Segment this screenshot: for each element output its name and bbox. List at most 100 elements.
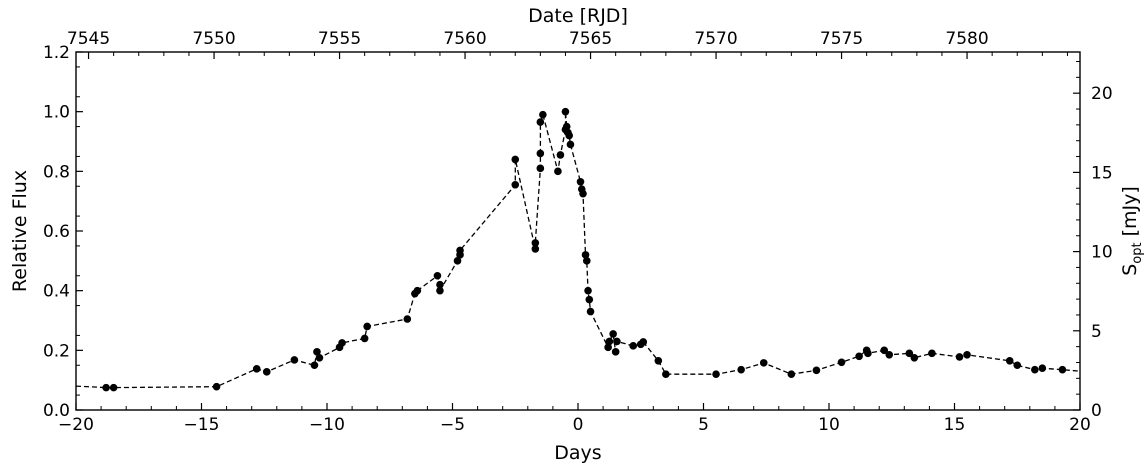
data-point — [556, 151, 565, 159]
right-y-tick-label: 5 — [1091, 322, 1102, 342]
data-point — [363, 322, 371, 331]
data-point — [576, 177, 585, 186]
right-y-axis-label-unit: [mJy] — [1119, 186, 1141, 242]
data-point — [613, 337, 621, 346]
x-tick-label: 15 — [944, 415, 966, 435]
x-axis-label: Days — [554, 442, 601, 464]
data-point — [910, 353, 919, 362]
x-tick-label: 10 — [818, 415, 840, 435]
data-point — [1058, 365, 1067, 374]
right-y-axis-label-main: S — [1119, 264, 1141, 276]
top-x-axis-label: Date [RJD] — [528, 5, 628, 27]
data-point — [605, 337, 614, 346]
data-point — [662, 370, 670, 379]
data-point — [582, 257, 591, 265]
data-layer — [75, 107, 1081, 392]
data-point — [812, 366, 821, 375]
data-point — [1031, 365, 1039, 374]
data-point — [453, 257, 462, 265]
data-point — [566, 140, 575, 149]
top-x-tick-label: 7580 — [945, 29, 988, 49]
data-point — [584, 286, 592, 295]
y-axis-label: Relative Flux — [9, 170, 31, 292]
data-point — [565, 131, 574, 140]
data-point — [413, 286, 422, 295]
x-tick-label: −15 — [184, 415, 220, 435]
data-point — [905, 349, 914, 358]
data-point — [315, 353, 324, 362]
data-point — [310, 361, 319, 370]
right-y-axis-label: Sopt [mJy] — [1119, 186, 1145, 276]
data-point — [536, 118, 545, 126]
y-tick-label: 0.6 — [43, 222, 70, 242]
data-point — [1013, 361, 1022, 370]
y-tick-label: 0.0 — [43, 401, 70, 421]
data-point — [539, 110, 547, 119]
y-tick-label: 0.2 — [43, 341, 70, 361]
x-tick-label: −20 — [58, 415, 94, 435]
y-tick-label: 1.2 — [43, 43, 70, 63]
data-point — [864, 349, 872, 358]
data-point — [880, 346, 889, 355]
right-y-axis-label-sub: opt — [1130, 242, 1145, 263]
right-y-tick-label: 10 — [1091, 243, 1113, 263]
data-point — [511, 155, 520, 164]
x-tick-label: 0 — [573, 415, 584, 435]
data-point — [963, 351, 971, 359]
top-x-tick-label: 7555 — [318, 29, 361, 49]
data-point — [759, 359, 768, 367]
data-point — [787, 370, 796, 379]
data-point — [585, 295, 594, 304]
data-point — [536, 164, 545, 173]
y-tick-label: 0.8 — [43, 162, 70, 182]
right-y-tick-label: 15 — [1091, 163, 1113, 183]
data-point — [885, 351, 894, 359]
data-point — [928, 349, 936, 358]
data-point — [436, 286, 444, 295]
data-point — [562, 122, 571, 131]
data-point — [531, 239, 540, 247]
data-point — [604, 343, 612, 352]
data-point — [1005, 356, 1014, 365]
plot-frame — [75, 51, 1081, 411]
data-point — [837, 358, 846, 367]
axes-layer: −20 −15 −10 −5 0 5 10 15 20 7545 7550 7555 7560 7565 7… — [43, 29, 1113, 435]
data-point — [609, 330, 617, 338]
data-point — [1038, 364, 1047, 373]
data-point — [262, 368, 271, 376]
data-point — [579, 189, 587, 198]
x-tick-label: −10 — [309, 415, 345, 435]
right-y-tick-label: 0 — [1091, 401, 1102, 421]
data-point — [611, 348, 620, 356]
right-y-tick-label: 20 — [1091, 84, 1113, 104]
data-point — [639, 338, 648, 346]
flux-dashed-line — [75, 111, 1081, 389]
data-point — [531, 245, 540, 253]
data-point — [102, 383, 110, 392]
data-point — [586, 307, 595, 316]
data-point — [360, 334, 369, 343]
data-point — [433, 271, 442, 280]
data-point — [456, 246, 464, 255]
data-point — [212, 382, 221, 391]
top-x-tick-label: 7550 — [192, 29, 235, 49]
data-point — [536, 149, 545, 158]
top-x-tick-label: 7570 — [694, 29, 737, 49]
top-x-tick-label: 7545 — [67, 29, 110, 49]
top-x-tick-label: 7560 — [443, 29, 486, 49]
data-point — [955, 353, 964, 361]
data-point — [581, 251, 590, 259]
data-point — [252, 365, 261, 373]
y-tick-label: 0.4 — [43, 282, 70, 302]
top-x-tick-label: 7575 — [820, 29, 863, 49]
x-tick-label: −5 — [440, 415, 465, 435]
data-point — [554, 167, 562, 176]
data-point — [855, 352, 863, 361]
data-point — [290, 356, 299, 364]
data-point — [436, 280, 444, 289]
data-point — [511, 180, 520, 189]
data-point — [313, 348, 321, 356]
data-point — [712, 370, 720, 379]
x-tick-label: 20 — [1069, 415, 1091, 435]
